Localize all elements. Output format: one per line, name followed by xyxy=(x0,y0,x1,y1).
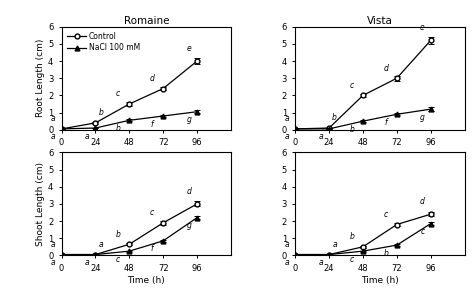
Text: d: d xyxy=(383,64,388,73)
Text: b: b xyxy=(349,125,354,134)
Text: b: b xyxy=(99,108,103,117)
Text: c: c xyxy=(116,89,120,98)
Y-axis label: Shoot Length (cm): Shoot Length (cm) xyxy=(36,162,45,246)
Text: g: g xyxy=(420,113,425,122)
Text: d: d xyxy=(150,74,155,83)
Text: a: a xyxy=(99,240,103,249)
Text: b: b xyxy=(383,249,388,257)
Title: Vista: Vista xyxy=(367,16,393,26)
Text: a: a xyxy=(284,114,289,123)
Text: a: a xyxy=(51,258,55,267)
Text: a: a xyxy=(51,132,55,141)
Text: c: c xyxy=(420,227,424,236)
Text: b: b xyxy=(116,124,121,133)
Text: f: f xyxy=(151,119,154,129)
Title: Romaine: Romaine xyxy=(124,16,169,26)
Text: a: a xyxy=(319,258,323,267)
Y-axis label: Root Length (cm): Root Length (cm) xyxy=(36,39,45,117)
Text: a: a xyxy=(284,132,289,141)
Text: a: a xyxy=(85,258,90,267)
Text: c: c xyxy=(350,81,354,90)
Text: f: f xyxy=(384,118,387,127)
Text: a: a xyxy=(319,132,323,141)
Text: a: a xyxy=(51,240,55,249)
Text: f: f xyxy=(151,244,154,253)
X-axis label: Time (h): Time (h) xyxy=(128,276,165,285)
Text: g: g xyxy=(186,115,191,124)
Text: d: d xyxy=(420,197,425,206)
Text: a: a xyxy=(284,258,289,267)
Text: c: c xyxy=(350,255,354,264)
Text: g: g xyxy=(186,221,191,230)
Text: a: a xyxy=(332,240,337,249)
Text: a: a xyxy=(51,114,55,123)
Text: a: a xyxy=(85,132,90,140)
Text: d: d xyxy=(186,187,191,196)
Text: a: a xyxy=(284,240,289,249)
Text: e: e xyxy=(420,23,425,32)
Text: c: c xyxy=(150,208,154,217)
Text: b: b xyxy=(332,113,337,122)
Legend: Control, NaCl 100 mM: Control, NaCl 100 mM xyxy=(65,31,142,54)
Text: b: b xyxy=(116,230,121,239)
Text: e: e xyxy=(186,44,191,53)
Text: c: c xyxy=(116,255,120,264)
Text: c: c xyxy=(383,210,388,219)
Text: b: b xyxy=(349,232,354,241)
X-axis label: Time (h): Time (h) xyxy=(361,276,399,285)
